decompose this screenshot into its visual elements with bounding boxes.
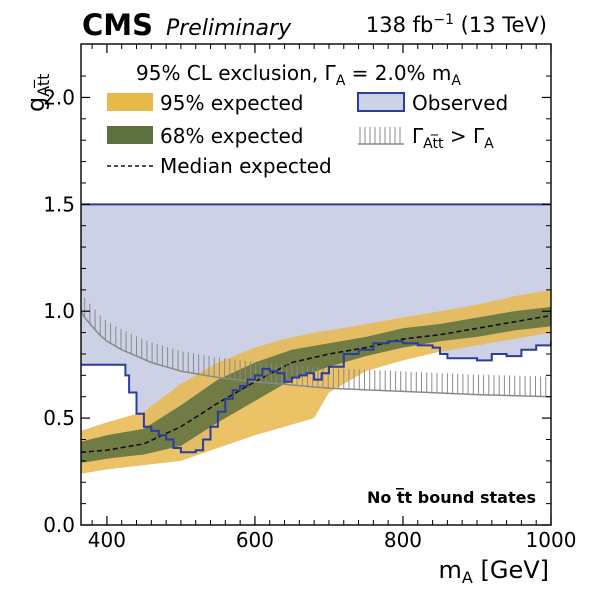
y-tick-label: 2.0 [43, 85, 75, 109]
ticks-layer: 400 600 800 1000 0.0 0.5 1.0 1.5 2.0 [43, 44, 576, 552]
width-boundary-hatching [84, 297, 551, 397]
data-layer [81, 203, 551, 474]
x-tick-label: 400 [88, 528, 126, 552]
legend-label-median: Median expected [160, 154, 332, 178]
y-tick-label: 1.5 [43, 192, 75, 216]
legend-label-width: ΓAt̅t > ΓA [412, 124, 494, 152]
plot-frame [80, 43, 552, 526]
legend-swatch-band95 [107, 93, 153, 111]
observed-contour [81, 340, 551, 454]
median-expected-line [81, 314, 551, 454]
x-tick-label: 600 [236, 528, 274, 552]
legend-label-band68: 68% expected [160, 124, 303, 148]
legend-swatch-width [358, 127, 404, 145]
x-tick-label: 800 [384, 528, 422, 552]
band-68-expected [81, 306, 551, 463]
luminosity-label: 138 fb−1 (13 TeV) [366, 12, 547, 37]
y-tick-label: 0.5 [43, 406, 75, 430]
y-tick-label: 0.0 [43, 513, 75, 537]
legend: 95% CL exclusion, ΓA = 2.0% mA 95% expec… [107, 61, 508, 178]
annotation-label: No t̅t bound states [367, 487, 536, 507]
legend-label-band95: 95% expected [160, 91, 303, 115]
legend-swatch-observed [357, 92, 405, 112]
y-axis-title: gAt̅t [22, 74, 53, 112]
x-tick-label: 1000 [526, 528, 577, 552]
y-tick-label: 1.0 [43, 299, 75, 323]
x-axis-title: mA [GeV] [439, 556, 549, 587]
legend-label-observed: Observed [412, 91, 508, 115]
legend-swatch-band68 [107, 126, 153, 144]
legend-title: 95% CL exclusion, ΓA = 2.0% mA [136, 61, 461, 89]
experiment-label: CMS [82, 8, 153, 42]
status-label: Preliminary [166, 16, 292, 41]
